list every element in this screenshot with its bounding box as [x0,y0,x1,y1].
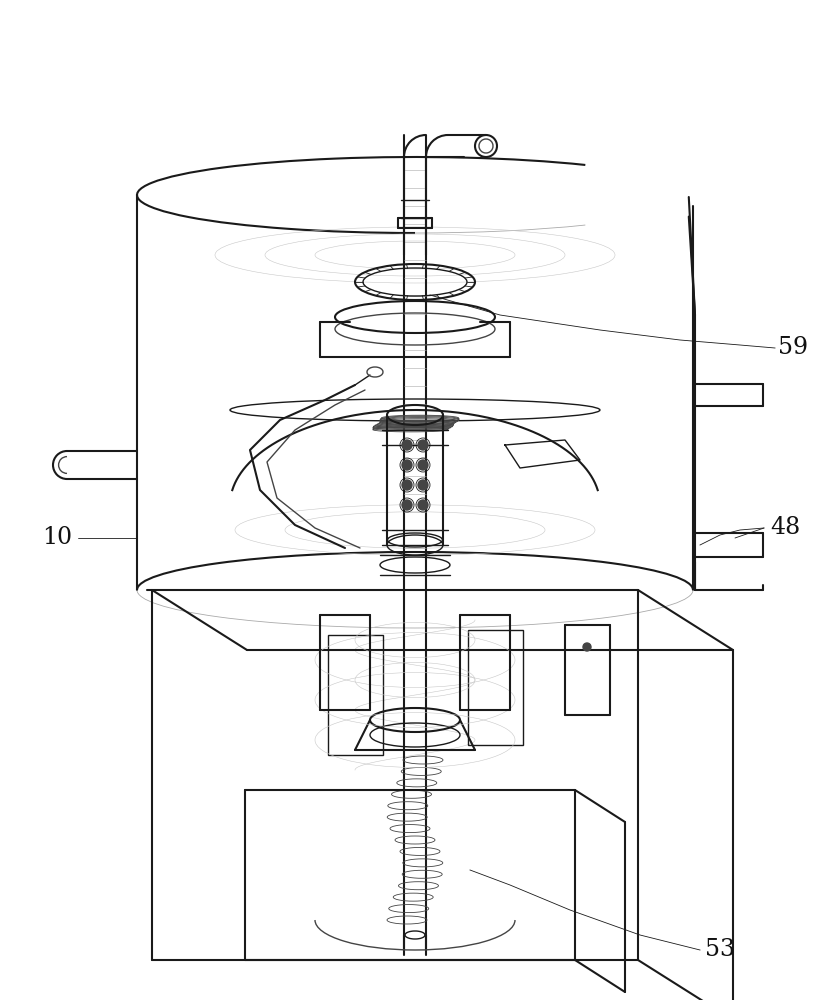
Circle shape [402,480,412,490]
Text: 48: 48 [770,516,800,540]
Text: 59: 59 [778,336,808,360]
Circle shape [402,500,412,510]
Circle shape [418,500,428,510]
Bar [468,630,523,745]
Circle shape [418,480,428,490]
Circle shape [583,643,591,651]
Text: 10: 10 [42,526,72,550]
Circle shape [402,460,412,470]
Bar [328,635,383,755]
Circle shape [418,460,428,470]
Text: 53: 53 [705,938,735,962]
Circle shape [402,440,412,450]
Circle shape [418,440,428,450]
